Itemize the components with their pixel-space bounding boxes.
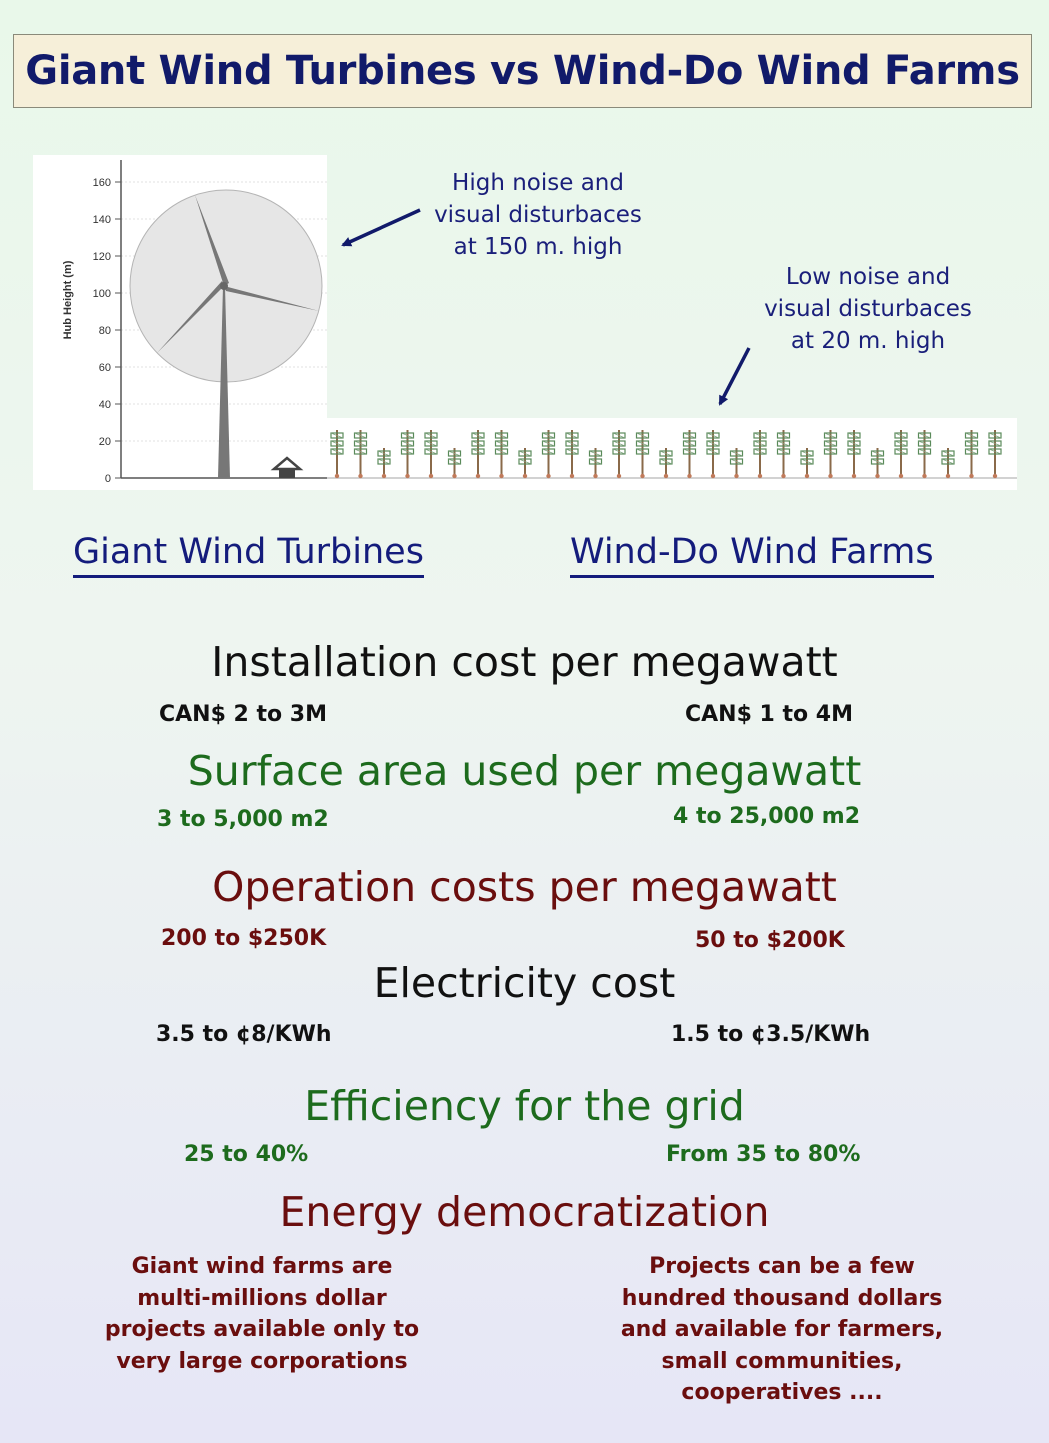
y-axis-label: Hub Height (m) xyxy=(62,260,74,339)
installation-cost-giant: CAN$ 2 to 3M xyxy=(159,702,328,727)
note-line: Low noise and xyxy=(785,264,951,290)
mini-turbine xyxy=(941,448,955,479)
mini-turbine xyxy=(753,430,767,479)
wind-do-farm-diagram xyxy=(327,430,1017,479)
electricity-cost-giant: 3.5 to ¢8/KWh xyxy=(156,1022,332,1047)
y-tick-label: 40 xyxy=(99,399,111,411)
mini-turbine xyxy=(518,448,532,479)
mini-turbine xyxy=(894,430,908,479)
y-tick-label: 60 xyxy=(99,362,111,374)
democratization-giant-text: Giant wind farms are multi-millions doll… xyxy=(62,1251,462,1377)
wind-do-farm-figure xyxy=(327,418,1017,490)
y-tick-label: 160 xyxy=(93,177,111,189)
mini-turbine xyxy=(988,430,1002,479)
mini-turbine xyxy=(917,430,932,479)
surface-area-wind-do: 4 to 25,000 m2 xyxy=(673,804,861,829)
section-heading-efficiency: Efficiency for the grid xyxy=(304,1082,745,1130)
note-line: visual disturbaces xyxy=(434,202,642,228)
operation-costs-giant: 200 to $250K xyxy=(161,926,327,951)
y-tick-label: 120 xyxy=(93,251,111,263)
mini-turbine xyxy=(471,430,485,479)
mini-turbine xyxy=(635,430,650,479)
column-header-wind-do-farms: Wind-Do Wind Farms xyxy=(570,530,934,578)
mini-turbine xyxy=(565,430,579,479)
giant-turbine-diagram: 160 140 120 100 80 60 40 20 0 Hub Height… xyxy=(62,160,327,485)
y-tick-label: 80 xyxy=(99,325,111,337)
mini-turbine xyxy=(424,430,438,479)
mini-turbine xyxy=(729,448,744,479)
efficiency-wind-do: From 35 to 80% xyxy=(666,1142,861,1167)
mini-turbine xyxy=(588,448,603,479)
mini-turbine xyxy=(353,430,368,479)
mini-turbine xyxy=(659,448,673,479)
turbine-tower xyxy=(218,286,230,478)
turbine-blade xyxy=(224,286,319,311)
arrow-layer xyxy=(341,208,751,406)
giant-turbine-figure: 160 140 120 100 80 60 40 20 0 Hub Height… xyxy=(33,155,327,490)
text-line: Projects can be a few xyxy=(649,1254,915,1279)
section-heading-energy-democratization: Energy democratization xyxy=(279,1188,770,1236)
mini-turbine xyxy=(870,448,885,479)
mini-turbine xyxy=(447,448,462,479)
title-banner: Giant Wind Turbines vs Wind-Do Wind Farm… xyxy=(13,34,1032,108)
efficiency-giant: 25 to 40% xyxy=(184,1142,309,1167)
mini-turbine xyxy=(800,448,814,479)
house-icon xyxy=(270,456,304,478)
y-tick-label: 100 xyxy=(93,288,111,300)
mini-turbine xyxy=(823,430,838,479)
column-header-giant-turbines: Giant Wind Turbines xyxy=(73,530,424,578)
mini-turbine xyxy=(400,430,415,479)
mini-turbine xyxy=(494,430,509,479)
mini-turbine xyxy=(330,430,344,479)
text-line: projects available only to xyxy=(104,1317,420,1342)
mini-turbine xyxy=(612,430,626,479)
mini-turbine xyxy=(847,430,861,479)
operation-costs-wind-do: 50 to $200K xyxy=(695,928,845,953)
turbine-blade xyxy=(157,281,224,353)
text-line: hundred thousand dollars xyxy=(621,1285,943,1311)
mini-turbine xyxy=(541,430,556,479)
section-heading-operation-costs: Operation costs per megawatt xyxy=(212,863,837,911)
mini-turbine xyxy=(706,430,720,479)
surface-area-giant: 3 to 5,000 m2 xyxy=(157,807,329,832)
note-low-noise: Low noise and visual disturbaces at 20 m… xyxy=(748,261,988,357)
note-line: High noise and xyxy=(452,170,624,196)
page-title: Giant Wind Turbines vs Wind-Do Wind Farm… xyxy=(25,48,1020,94)
installation-cost-wind-do: CAN$ 1 to 4M xyxy=(685,702,854,727)
turbine-blade xyxy=(195,195,229,286)
democratization-wind-do-text: Projects can be a few hundred thousand d… xyxy=(582,1251,982,1409)
arrow-to-wind-do-farm xyxy=(718,347,751,406)
text-line: very large corporations xyxy=(116,1348,408,1374)
note-line: at 150 m. high xyxy=(453,234,623,260)
y-tick-label: 140 xyxy=(93,214,111,226)
y-tick-label: 20 xyxy=(99,436,111,448)
arrow-to-giant-turbine xyxy=(341,208,421,247)
section-heading-installation-cost: Installation cost per megawatt xyxy=(211,638,838,686)
mini-turbine xyxy=(776,430,791,479)
note-line: at 20 m. high xyxy=(790,328,946,354)
section-heading-surface-area: Surface area used per megawatt xyxy=(187,747,862,795)
section-heading-electricity-cost: Electricity cost xyxy=(373,959,676,1007)
text-line: small communities, xyxy=(661,1348,903,1374)
mini-turbine xyxy=(682,430,697,479)
y-tick-label: 0 xyxy=(105,473,111,485)
text-line: and available for farmers, xyxy=(620,1317,944,1342)
text-line: Giant wind farms are xyxy=(131,1254,393,1279)
note-high-noise: High noise and visual disturbaces at 150… xyxy=(418,167,658,263)
text-line: multi-millions dollar xyxy=(137,1285,387,1311)
text-line: cooperatives .... xyxy=(681,1380,883,1405)
mini-turbine xyxy=(377,448,391,479)
note-line: visual disturbaces xyxy=(764,296,972,322)
electricity-cost-wind-do: 1.5 to ¢3.5/KWh xyxy=(671,1022,871,1047)
mini-turbine xyxy=(964,430,979,479)
